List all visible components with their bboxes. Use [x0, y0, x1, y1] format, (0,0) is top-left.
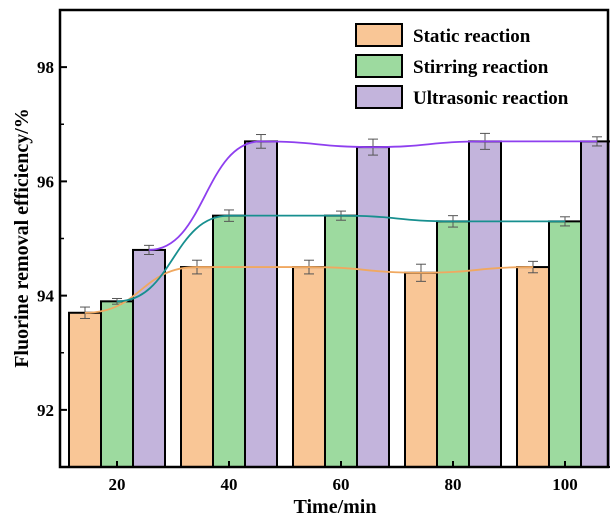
x-tick-label: 80 [445, 475, 462, 494]
x-axis-label: Time/min [294, 496, 377, 518]
legend-label: Static reaction [413, 26, 531, 47]
legend-label: Stirring reaction [413, 57, 549, 78]
trend-line [116, 214, 565, 303]
bar [580, 140, 610, 468]
bar [132, 248, 166, 468]
bar [548, 220, 582, 468]
y-tick-label: 94 [37, 287, 55, 306]
x-tick-label: 100 [552, 475, 578, 494]
y-tick-label: 92 [37, 401, 54, 420]
axes-layer: 92 94 96 98 20 40 60 80 100 [37, 8, 610, 494]
legend: Static reaction Stirring reaction Ultrason… [355, 23, 569, 109]
trend-line [84, 266, 534, 314]
x-tick-label: 40 [221, 475, 238, 494]
legend-swatch [355, 23, 403, 47]
bar [468, 140, 502, 468]
legend-swatch [355, 54, 403, 78]
y-tick-label: 96 [37, 172, 54, 191]
bar [212, 214, 246, 468]
trend-lines-layer [84, 140, 597, 314]
legend-swatch [355, 85, 403, 109]
legend-label: Ultrasonic reaction [413, 88, 569, 109]
bar [292, 266, 326, 468]
x-tick-label: 60 [333, 475, 350, 494]
bar [516, 266, 550, 468]
x-tick-label: 20 [109, 475, 126, 494]
bar [356, 146, 390, 468]
bar [436, 220, 470, 468]
bars-layer [68, 140, 610, 469]
y-tick-label: 98 [37, 58, 54, 77]
bar [324, 214, 358, 468]
bar [180, 266, 214, 468]
bar [404, 271, 438, 468]
bar [100, 300, 134, 468]
bar [244, 140, 278, 468]
bar [68, 311, 102, 469]
trend-line [148, 140, 597, 251]
y-axis-label: Fluorine removal efficiency/% [11, 108, 33, 368]
